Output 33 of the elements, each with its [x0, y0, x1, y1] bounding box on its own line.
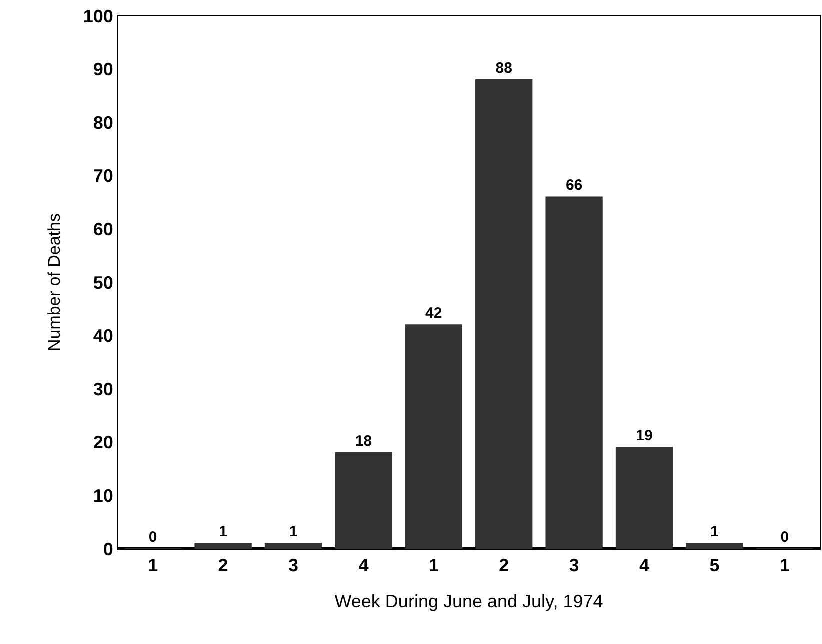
data-label: 0 — [780, 529, 790, 546]
x-tick-label: 4 — [358, 556, 369, 576]
y-tick-label: 80 — [93, 112, 114, 133]
x-tick-label: 1 — [780, 556, 790, 576]
x-tick-label: 2 — [499, 556, 510, 576]
x-axis-title: Week During June and July, 1974 — [334, 592, 604, 612]
x-tick-label: 1 — [428, 556, 439, 576]
y-tick-label: 10 — [93, 486, 114, 506]
y-tick-label: 50 — [93, 272, 114, 293]
x-tick-label: 4 — [639, 556, 650, 576]
x-tick-label: 5 — [710, 556, 720, 576]
y-tick-label: 0 — [103, 539, 114, 560]
y-tick-label: 30 — [93, 379, 114, 400]
x-tick-label: 3 — [288, 556, 299, 576]
data-label: 0 — [148, 529, 158, 546]
data-label: 1 — [219, 524, 228, 541]
y-axis-title: Number of Deaths — [44, 214, 64, 352]
y-tick-label: 40 — [93, 326, 114, 346]
y-tick-label: 90 — [93, 60, 114, 80]
y-tick-label: 70 — [93, 166, 114, 186]
data-label: 19 — [636, 428, 653, 445]
data-label: 42 — [426, 305, 442, 322]
data-label: 18 — [355, 433, 372, 450]
y-tick-label: 60 — [93, 220, 114, 240]
y-tick-label: 100 — [83, 6, 114, 26]
y-tick-label: 20 — [93, 432, 114, 453]
x-tick-label: 3 — [569, 556, 580, 576]
data-label: 1 — [289, 524, 298, 541]
data-label: 1 — [710, 524, 719, 541]
x-tick-label: 1 — [148, 556, 158, 576]
x-tick-label: 2 — [218, 556, 228, 576]
data-label: 88 — [496, 60, 512, 77]
data-label: 66 — [566, 177, 583, 194]
